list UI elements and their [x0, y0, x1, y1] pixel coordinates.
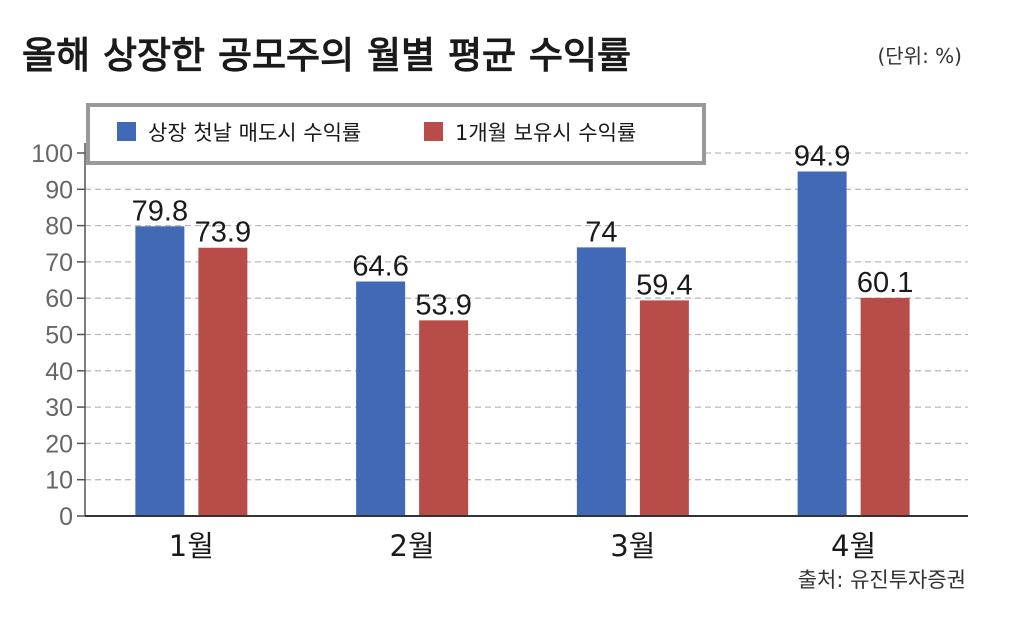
y-tick-label: 30 [45, 394, 73, 422]
y-tick-label: 60 [45, 285, 73, 313]
x-axis: 1월 2월 3월 4월 [85, 515, 968, 563]
bar-one-month-4 [860, 297, 910, 516]
y-tick-label: 20 [45, 430, 73, 458]
bar-first-day-2 [356, 281, 406, 516]
data-label-one-month-4: 60.1 [857, 267, 913, 299]
data-label-one-month-1: 73.9 [195, 217, 251, 249]
source-label: 출처: 유진투자증권 [798, 568, 966, 592]
data-label-one-month-2: 53.9 [415, 289, 471, 321]
x-tick-label: 4월 [831, 529, 876, 563]
bar-first-day-4 [797, 171, 847, 516]
x-tick-label: 2월 [390, 529, 435, 563]
y-tick-label: 10 [45, 467, 73, 495]
y-tick-label: 90 [45, 176, 73, 204]
chart-title: 올해 상장한 공모주의 월별 평균 수익률 [22, 34, 631, 77]
x-tick-label: 1월 [169, 529, 214, 563]
bar-one-month-1 [198, 247, 248, 517]
bar-one-month-3 [639, 300, 689, 516]
bars [135, 171, 910, 517]
y-tick-label: 50 [45, 322, 73, 350]
data-labels: 79.873.9 64.653.9 74 59.4 94.9 60.1 [132, 141, 914, 322]
bar-first-day-3 [576, 247, 626, 516]
data-label-first-day-4: 94.9 [794, 141, 850, 173]
legend-label-one-month: 1개월 보유시 수익률 [455, 121, 636, 145]
y-tick-label: 100 [31, 140, 73, 168]
y-tick-label: 70 [45, 249, 73, 277]
y-tick-label: 0 [59, 503, 73, 531]
legend-box [86, 103, 706, 165]
bar-first-day-1 [135, 226, 185, 517]
legend-label-first-day: 상장 첫날 매도시 수익률 [148, 121, 361, 145]
y-tick-label: 80 [45, 213, 73, 241]
bar-one-month-2 [419, 320, 469, 516]
legend: 상장 첫날 매도시 수익률 1개월 보유시 수익률 [86, 103, 706, 165]
unit-label: (단위: %) [877, 44, 962, 68]
data-label-one-month-3: 59.4 [636, 269, 692, 301]
legend-swatch-one-month [424, 122, 443, 141]
data-label-first-day-2: 64.6 [352, 251, 408, 283]
y-tick-label: 40 [45, 358, 73, 386]
data-label-first-day-1: 79.8 [132, 195, 188, 227]
data-label-first-day-3: 74 [585, 216, 617, 248]
x-tick-label: 3월 [610, 529, 655, 563]
legend-swatch-first-day [117, 122, 136, 141]
y-axis: 0 10 20 30 40 50 60 70 80 90 100 [31, 140, 86, 531]
